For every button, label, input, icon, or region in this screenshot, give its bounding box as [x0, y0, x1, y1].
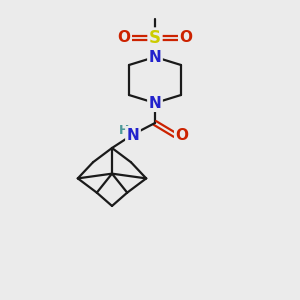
- Text: N: N: [148, 95, 161, 110]
- Text: O: O: [179, 31, 193, 46]
- Text: O: O: [118, 31, 130, 46]
- Text: N: N: [127, 128, 140, 142]
- Text: N: N: [148, 50, 161, 64]
- Text: S: S: [149, 29, 161, 47]
- Text: H: H: [119, 124, 129, 136]
- Text: O: O: [176, 128, 188, 142]
